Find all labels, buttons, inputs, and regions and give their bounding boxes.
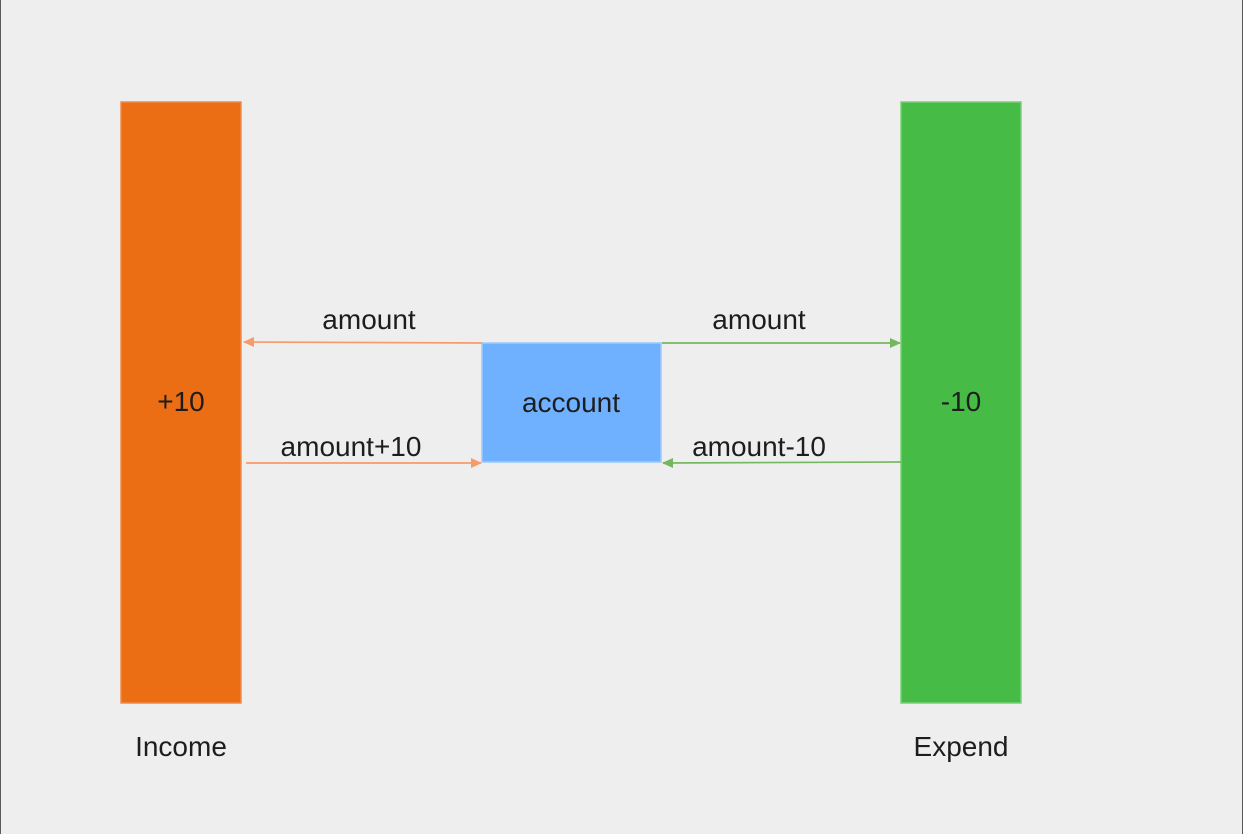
expend-caption: Expend (914, 731, 1009, 762)
edge-label-income-to-account: amount+10 (281, 431, 422, 462)
edge-expend-to-account[interactable] (662, 457, 902, 468)
expend-value-label: -10 (941, 386, 981, 417)
income-node[interactable] (120, 101, 242, 704)
account-label: account (522, 387, 620, 418)
edge-label-expend-to-account: amount-10 (692, 431, 826, 462)
edge-label-account-to-income: amount (322, 304, 416, 335)
edge-label-account-to-expend: amount (712, 304, 806, 335)
expend-node[interactable] (900, 101, 1022, 704)
income-value-label: +10 (157, 386, 205, 417)
edge-account-to-income[interactable] (243, 337, 483, 348)
account-node[interactable] (481, 342, 662, 463)
income-caption: Income (135, 731, 227, 762)
